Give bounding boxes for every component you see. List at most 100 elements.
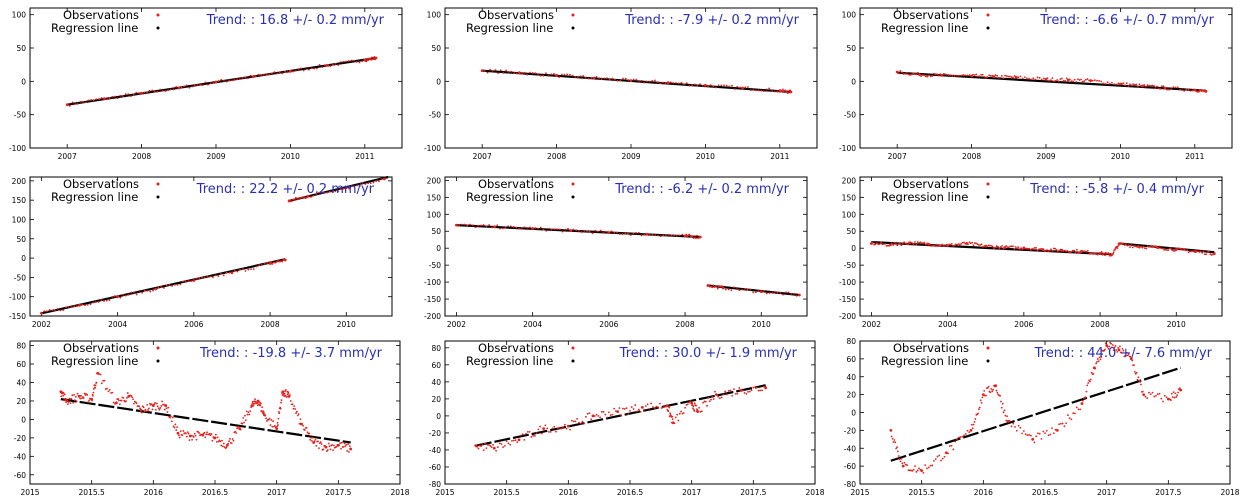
observation-point bbox=[326, 191, 329, 194]
observation-point bbox=[1071, 249, 1074, 252]
observation-point bbox=[220, 272, 222, 275]
observation-point bbox=[1036, 76, 1039, 79]
observation-point bbox=[997, 76, 1000, 79]
observation-point bbox=[252, 268, 255, 270]
observation-point bbox=[1104, 342, 1107, 345]
observation-point bbox=[548, 431, 550, 433]
observation-point bbox=[275, 427, 279, 431]
observation-point bbox=[877, 243, 880, 246]
observation-point bbox=[91, 399, 94, 402]
observation-point bbox=[665, 234, 667, 237]
observation-point bbox=[884, 242, 886, 245]
observation-point bbox=[754, 291, 757, 294]
observation-point bbox=[700, 410, 703, 413]
observation-point bbox=[127, 93, 130, 96]
observation-point bbox=[1137, 85, 1139, 88]
observation-point bbox=[994, 74, 997, 77]
observation-point bbox=[897, 243, 900, 245]
observation-point bbox=[1055, 428, 1059, 432]
observation-point bbox=[496, 446, 499, 448]
observation-point bbox=[1148, 391, 1150, 394]
observation-point bbox=[1157, 87, 1160, 90]
observation-point bbox=[523, 226, 526, 229]
observation-point bbox=[915, 243, 918, 246]
observation-point bbox=[74, 103, 77, 105]
observation-point bbox=[1012, 76, 1014, 79]
observation-point bbox=[350, 59, 353, 62]
observation-point bbox=[994, 246, 997, 249]
observation-point bbox=[161, 89, 164, 92]
observation-point bbox=[549, 430, 552, 433]
y-tick-label: -20 bbox=[14, 434, 26, 443]
chart-panel: 2002 2004 2006 2008 2010 -200 -150 -100 -50 0 50 10… bbox=[415, 165, 830, 331]
observation-point bbox=[124, 93, 127, 96]
observation-point bbox=[903, 241, 905, 244]
observation-point bbox=[1100, 251, 1103, 253]
observation-point bbox=[1122, 349, 1125, 352]
legend-regression-marker bbox=[571, 195, 575, 199]
observation-point bbox=[133, 291, 135, 294]
observation-point bbox=[1026, 434, 1029, 437]
observation-point bbox=[632, 232, 635, 235]
observation-point bbox=[186, 431, 189, 433]
observation-point bbox=[378, 180, 380, 183]
observation-point bbox=[1148, 84, 1150, 87]
observation-point bbox=[951, 75, 954, 77]
observation-point bbox=[176, 431, 180, 435]
observation-point bbox=[1005, 245, 1008, 247]
y-tick-label: 80 bbox=[846, 337, 856, 346]
plot-frame bbox=[29, 176, 393, 317]
x-tick-label: 2007 bbox=[58, 152, 77, 161]
observation-point bbox=[575, 229, 578, 232]
y-tick-label: -100 bbox=[9, 144, 26, 153]
observation-point bbox=[918, 73, 921, 77]
observation-point bbox=[111, 95, 114, 98]
observation-point bbox=[933, 459, 935, 462]
observation-point bbox=[230, 271, 234, 275]
legend-regression-marker bbox=[986, 26, 990, 30]
observation-point bbox=[1099, 252, 1102, 255]
observation-point bbox=[231, 79, 233, 82]
observation-point bbox=[950, 242, 953, 245]
regression-line bbox=[60, 398, 351, 444]
observation-point bbox=[891, 437, 894, 440]
observation-point bbox=[156, 90, 159, 93]
observation-point bbox=[616, 410, 620, 414]
observation-point bbox=[67, 401, 70, 404]
observation-point bbox=[1051, 250, 1054, 252]
observation-point bbox=[488, 444, 490, 446]
observation-point bbox=[875, 242, 878, 245]
observation-point bbox=[486, 443, 489, 446]
x-tick-label: 2010 bbox=[696, 152, 715, 161]
observation-point bbox=[118, 403, 121, 406]
observation-point bbox=[1072, 80, 1075, 83]
observation-point bbox=[1044, 77, 1048, 81]
observation-point bbox=[171, 285, 173, 287]
legend-regression-marker bbox=[986, 359, 990, 363]
observation-point bbox=[72, 401, 75, 404]
observation-point bbox=[1179, 247, 1182, 250]
observation-point bbox=[667, 233, 670, 236]
observation-point bbox=[899, 242, 901, 245]
observation-point bbox=[970, 74, 973, 78]
observation-point bbox=[90, 99, 93, 101]
x-tick-label: 2008 bbox=[547, 152, 566, 161]
observation-point bbox=[943, 72, 945, 75]
observation-point bbox=[949, 243, 952, 246]
observation-point bbox=[656, 81, 659, 84]
observation-point bbox=[182, 430, 185, 432]
observation-point bbox=[763, 385, 765, 388]
x-tick-label: 2009 bbox=[206, 152, 225, 161]
observation-point bbox=[308, 68, 310, 71]
observation-point bbox=[1092, 372, 1095, 375]
observation-point bbox=[1102, 82, 1105, 85]
observation-point bbox=[541, 432, 543, 435]
observation-point bbox=[300, 67, 302, 70]
observation-point bbox=[634, 404, 637, 406]
observation-point bbox=[358, 61, 361, 64]
observation-point bbox=[1107, 347, 1110, 350]
observation-point bbox=[65, 399, 69, 403]
observation-point bbox=[303, 429, 306, 431]
observation-point bbox=[714, 393, 718, 397]
observation-point bbox=[112, 401, 115, 404]
